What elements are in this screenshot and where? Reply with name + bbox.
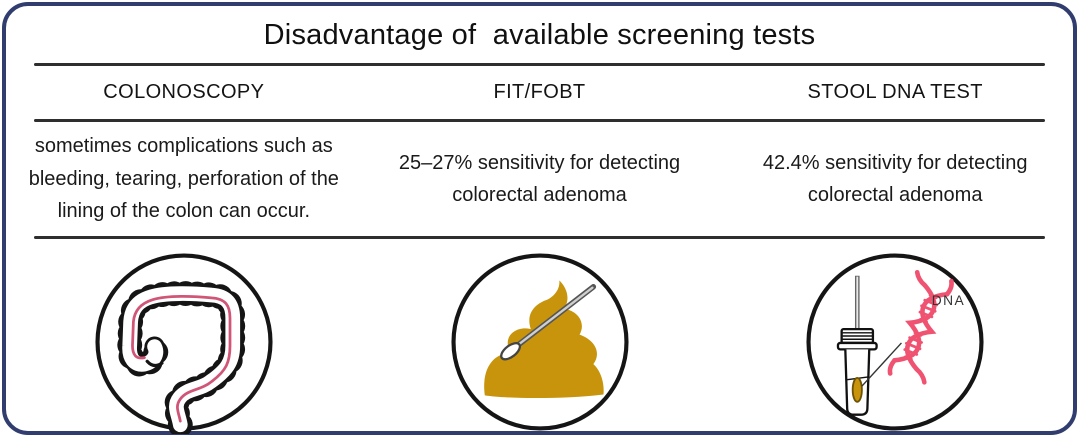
divider-under-text [34,236,1045,239]
disadvantage-row: sometimes complications such as bleeding… [6,122,1073,236]
divider-under-title [34,63,1045,66]
header-stool-dna-test: STOOL DNA TEST [807,81,983,103]
header-colonoscopy: COLONOSCOPY [103,81,265,103]
stool-dna-disadvantage-cell: 42.4% sensitivity for detecting colorect… [717,122,1073,236]
colonoscope-line [130,294,232,423]
sample-to-dna-line [861,342,903,387]
colon-icon [95,253,273,434]
tube-flange [836,341,878,351]
header-row: COLONOSCOPY FIT/FOBT STOOL DNA TEST [6,66,1073,119]
page-title: Disadvantage of available screening test… [263,19,816,51]
dna-helix-icon [887,269,955,385]
divider-under-headers [34,119,1045,122]
stool-dna-icon-cell: DNA [717,244,1073,440]
colonoscopy-icon-cell [6,244,362,440]
infographic-card: Disadvantage of available screening test… [2,2,1077,435]
stool-sample [851,376,863,403]
stool-shape [483,280,604,399]
fit-fobt-disadvantage-cell: 25–27% sensitivity for detecting colorec… [362,122,718,236]
stool-swab-icon [450,253,629,431]
icon-row: DNA [6,239,1073,440]
appendix-mark [145,359,164,368]
stool-dna-tube-icon: DNA [806,253,984,431]
header-fit-fobt: FIT/FOBT [493,81,586,103]
colonoscopy-disadvantage-text: sometimes complications such as bleeding… [28,135,339,223]
dna-label: DNA [932,293,965,308]
tube-cap-ribs [842,332,873,344]
fit-fobt-icon-cell [362,244,718,440]
fit-fobt-disadvantage-text: 25–27% sensitivity for detecting colorec… [398,151,681,207]
swab-tip [499,341,521,361]
swab-stick-highlight [515,286,594,347]
stool-dna-disadvantage-text: 42.4% sensitivity for detecting colorect… [762,151,1028,207]
colonoscopy-disadvantage-cell: sometimes complications such as bleeding… [6,122,362,236]
